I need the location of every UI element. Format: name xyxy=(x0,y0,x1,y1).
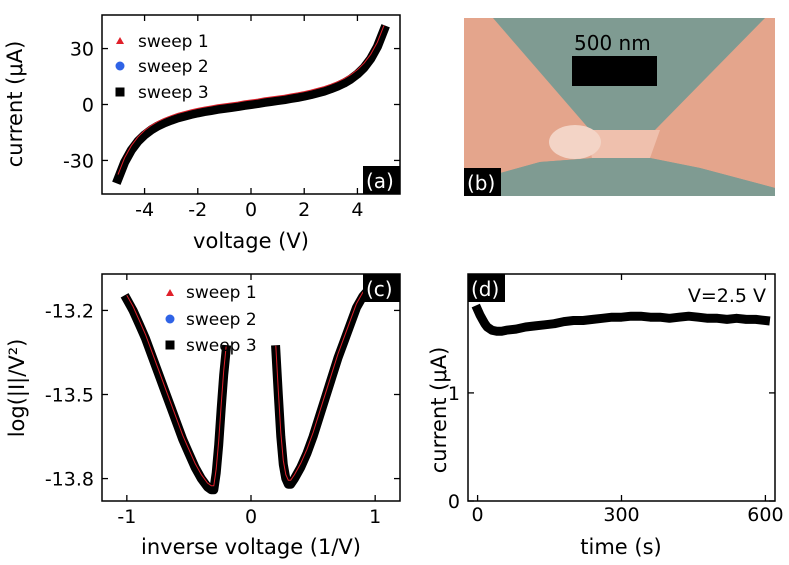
y-tick-label: -13.5 xyxy=(45,385,94,407)
sem-bridge xyxy=(585,130,660,158)
panel-a-iv-curve-sweep1 xyxy=(117,25,385,175)
legend-a-sweep3: sweep 3 xyxy=(138,83,209,103)
panel-d-label: (d) xyxy=(471,277,499,301)
y-tick-label: -13.8 xyxy=(45,469,94,491)
x-tick-label: -1 xyxy=(117,506,136,528)
panel-c-curve-negative-sweep1 xyxy=(126,294,227,487)
panel-d-xlabel: time (s) xyxy=(580,535,661,559)
panel-c: -1 0 1 -13.2 -13.5 -13.8 sweep 1 sweep 2 swee… xyxy=(5,273,401,559)
panel-b: 500 nm (b) xyxy=(464,18,775,196)
legend-a-square-icon xyxy=(115,87,125,97)
x-tick-label: 300 xyxy=(603,504,639,526)
panel-a-iv-curve xyxy=(112,24,390,185)
sem-bottom-edge xyxy=(464,158,775,196)
panel-d-ylabel: current (μA) xyxy=(427,347,451,474)
legend-c-triangle-icon xyxy=(166,289,174,296)
panel-d: 0 300 600 0 1 (d) V=2.5 V time (s) current (… xyxy=(427,273,784,559)
legend-a-sweep2: sweep 2 xyxy=(138,57,209,77)
y-tick-label: 0 xyxy=(448,491,460,513)
x-tick-label: 0 xyxy=(472,504,484,526)
panel-c-ylabel: log(|I|/V²) xyxy=(5,339,30,438)
panel-d-ticks: 0 300 600 0 1 xyxy=(448,274,784,526)
panel-d-frame xyxy=(467,273,776,502)
legend-a-sweep1: sweep 1 xyxy=(138,32,209,52)
y-tick-label: 0 xyxy=(82,95,94,117)
x-tick-label: -2 xyxy=(188,199,207,221)
panel-c-label: (c) xyxy=(366,277,393,301)
x-tick-label: 600 xyxy=(747,504,783,526)
panel-d-label-bg xyxy=(468,274,505,302)
legend-c-sweep2: sweep 2 xyxy=(186,310,257,330)
panel-b-label-bg xyxy=(464,168,501,196)
panel-a-xlabel: voltage (V) xyxy=(193,229,309,253)
panel-c-ticks: -1 0 1 -13.2 -13.5 -13.8 xyxy=(45,274,400,528)
legend-c-sweep3: sweep 3 xyxy=(186,336,257,356)
x-tick-label: 0 xyxy=(245,199,257,221)
legend-c-circle-icon xyxy=(165,314,175,324)
y-tick-label: -13.2 xyxy=(45,300,94,322)
panel-b-label: (b) xyxy=(467,171,495,195)
sem-bright-spot xyxy=(549,125,601,159)
legend-a-triangle-icon xyxy=(116,37,124,44)
x-tick-label: 1 xyxy=(369,506,381,528)
y-tick-label: 30 xyxy=(70,39,94,61)
panel-c-curve-positive-sweep1 xyxy=(275,289,366,481)
x-tick-label: 2 xyxy=(298,199,310,221)
panel-a-label: (a) xyxy=(366,169,394,193)
panel-a-ticks: -4 -2 0 2 4 -30 0 30 xyxy=(63,15,400,221)
scale-bar-label: 500 nm xyxy=(574,31,651,55)
legend-c-sweep1: sweep 1 xyxy=(186,283,257,303)
x-tick-label: 0 xyxy=(245,506,257,528)
y-tick-label: -30 xyxy=(63,150,94,172)
panel-c-curve-positive xyxy=(271,287,372,489)
x-tick-label: 4 xyxy=(351,199,363,221)
panel-d-current-trace xyxy=(471,303,771,336)
panel-d-annotation: V=2.5 V xyxy=(688,285,766,307)
panel-c-xlabel: inverse voltage (1/V) xyxy=(141,535,361,559)
panel-a-label-bg xyxy=(363,166,400,194)
legend-a-circle-icon xyxy=(115,61,125,71)
legend-c-square-icon xyxy=(165,340,175,350)
y-tick-label: 1 xyxy=(448,383,460,405)
panel-c-label-bg xyxy=(363,274,400,302)
scale-bar xyxy=(572,56,657,86)
sem-right-electrode xyxy=(650,18,775,188)
panel-a: -4 -2 0 2 4 -30 0 30 sweep 1 sweep 2 sweep 3 (a… xyxy=(3,14,401,253)
x-tick-label: -4 xyxy=(135,199,154,221)
panel-a-ylabel: current (μA) xyxy=(3,41,27,168)
